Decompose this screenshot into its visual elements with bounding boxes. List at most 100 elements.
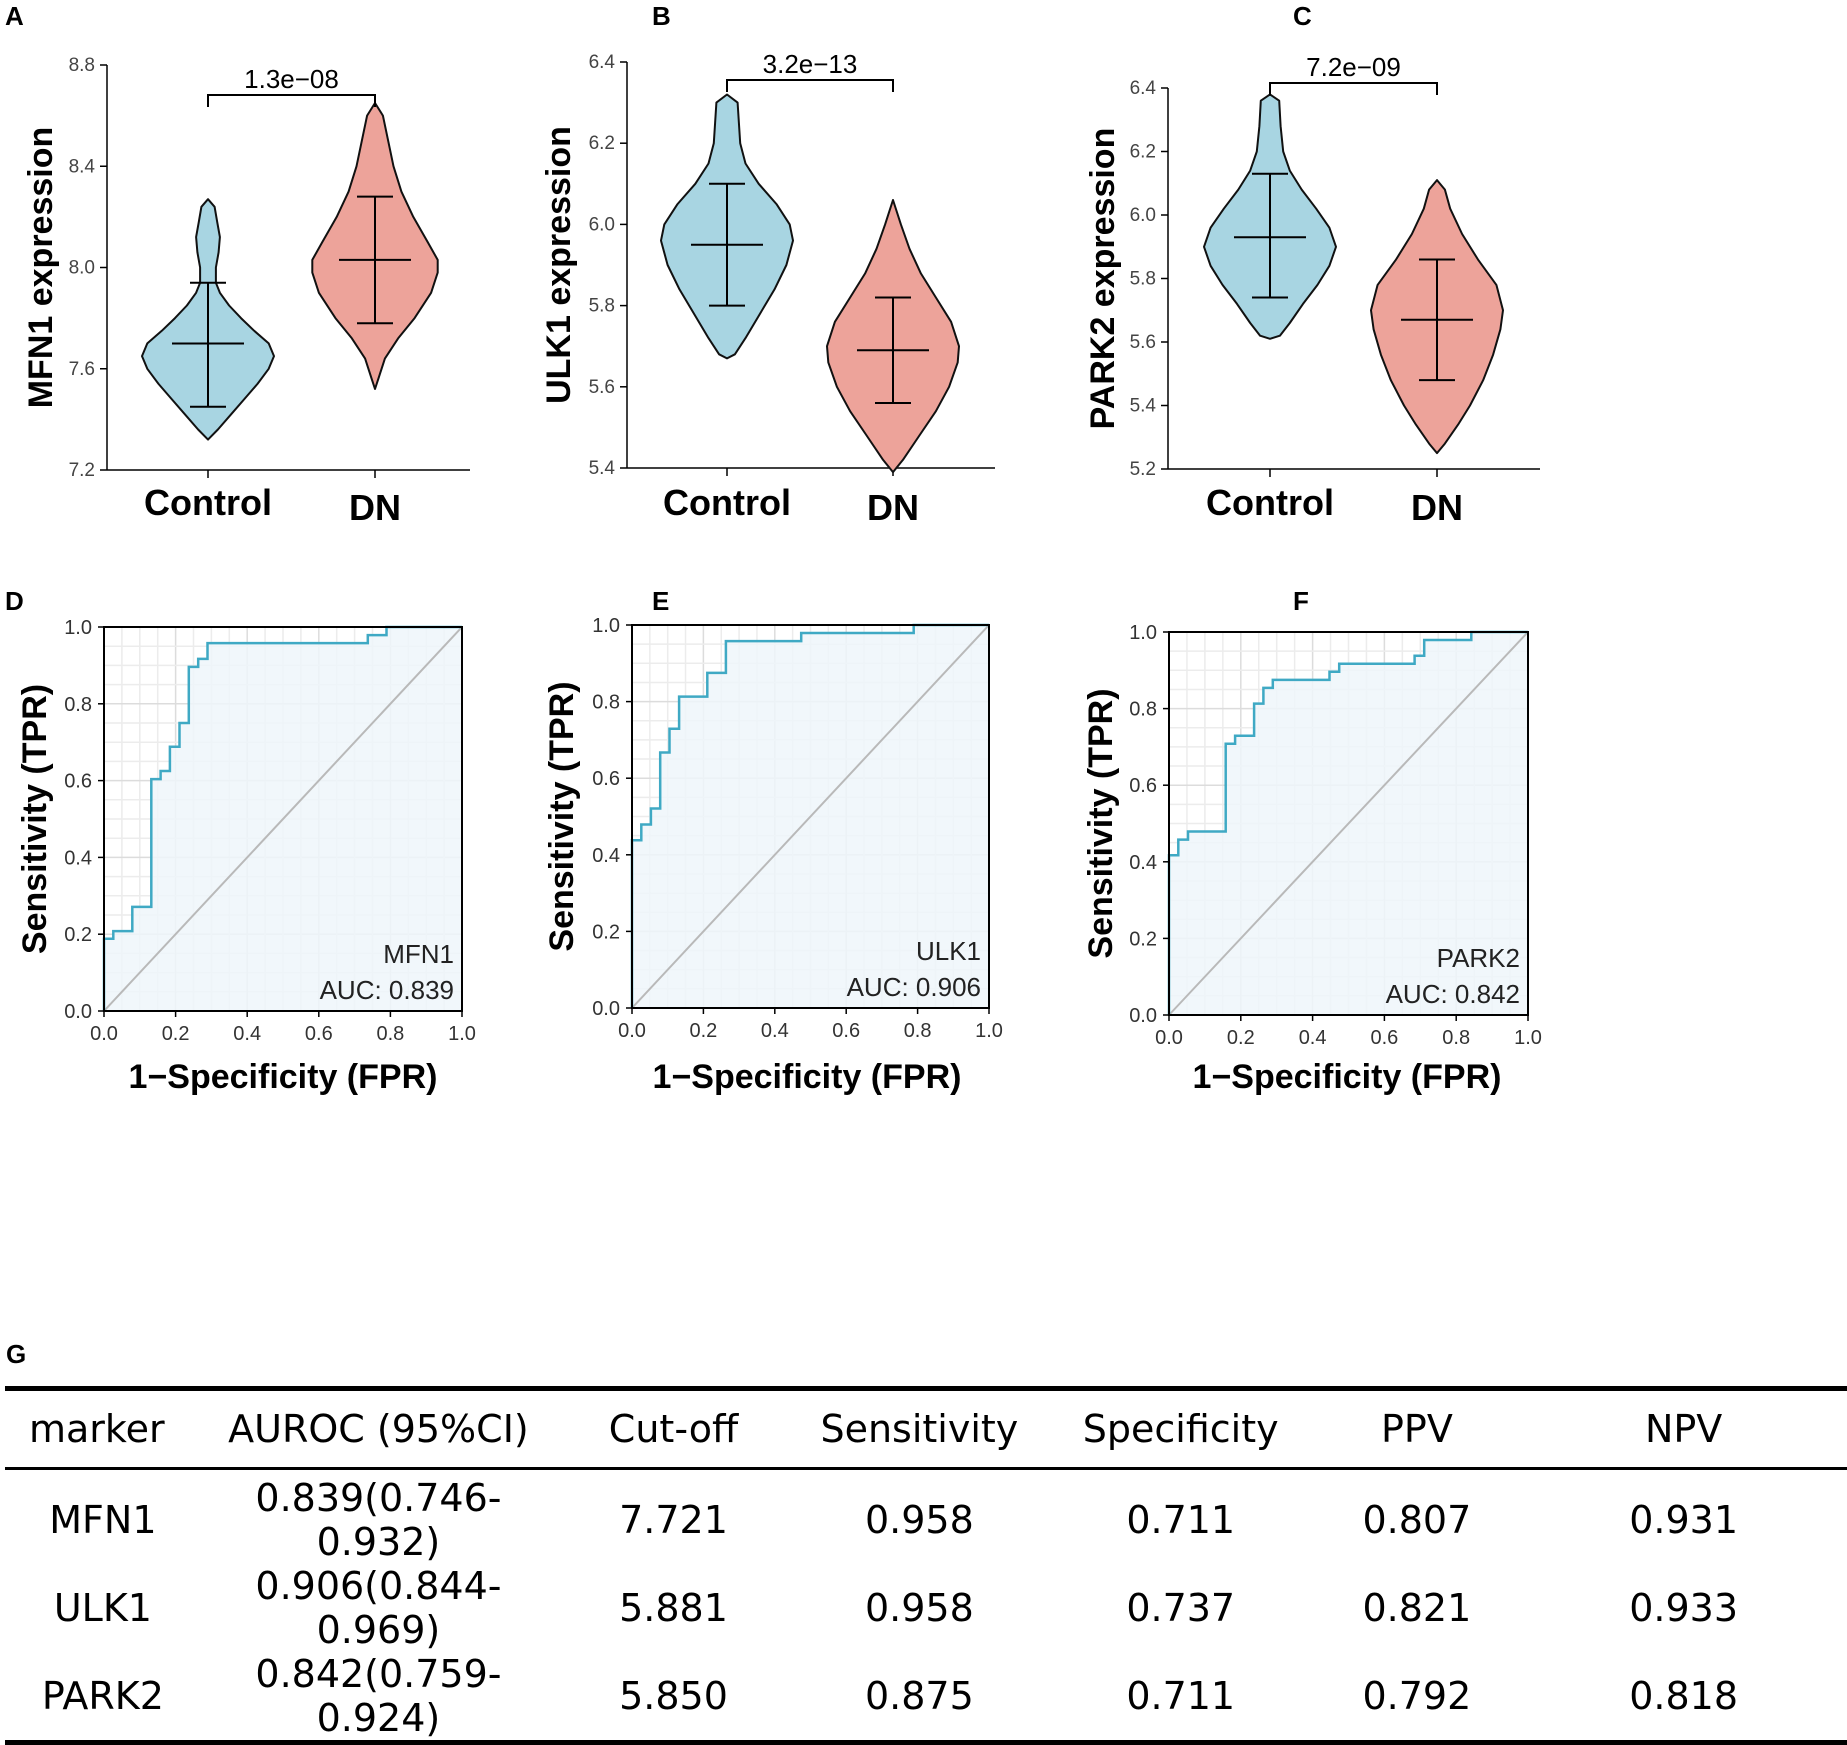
y-tick-label: 0.4 [64,847,92,869]
legend-auc: AUC: 0.842 [1386,979,1520,1009]
legend-auc: AUC: 0.839 [320,975,454,1005]
panel-letter: A [5,1,24,31]
x-axis-title: 1−Specificity (FPR) [653,1058,962,1096]
panel-letter: C [1293,1,1312,31]
plot-frame [103,626,463,1012]
y-tick-label: 5.6 [1130,332,1156,353]
table-row: PARK2 0.842(0.759-0.924) 5.850 0.875 0.7… [5,1652,1847,1743]
cell-specificity: 0.711 [1126,1498,1236,1542]
diagonal-reference-line [103,626,463,1012]
violin-panel-a: A 7.2 7.6 8.0 8.4 8.8 MFN1 expression Control DN… [5,1,470,528]
table-header-row: marker AUROC (95%CI) Cut-off Sensitivity… [5,1388,1847,1469]
x-tick-label: 1.0 [1514,1027,1542,1049]
y-tick-label: 7.2 [69,460,95,481]
significance-bracket [726,79,894,92]
legend-marker-name: MFN1 [383,939,454,969]
x-axis-title: 1−Specificity (FPR) [1193,1058,1502,1096]
y-tick-label: 6.4 [589,52,616,73]
y-tick-label: 0.4 [1129,852,1157,874]
y-tick-label: 1.0 [592,615,620,637]
roc-panel-f: F 0.00.0 0.2 0.2 0.4 0.4 0.6 0.6 0.8 0.8 1.0 1.0 PAR… [1082,586,1542,1096]
y-tick-label: 0.0 [64,1001,92,1023]
x-tick-label: 1.0 [448,1023,476,1045]
y-axis-title: Sensitivity (TPR) [543,681,581,951]
y-tick-label: 0.4 [592,845,620,867]
header-auroc: AUROC (95%CI) [228,1407,529,1451]
y-tick-label: 0.8 [1129,699,1157,721]
header-specificity: Specificity [1082,1407,1279,1451]
y-tick-label: 6.0 [1130,205,1156,226]
y-tick-label: 0.8 [592,692,620,714]
y-tick-label: 6.2 [1130,142,1156,163]
cell-auroc: 0.842(0.759-0.924) [255,1652,502,1740]
y-tick-label: 5.4 [1130,396,1157,417]
cell-ppv: 0.821 [1362,1586,1472,1630]
cell-cutoff: 7.721 [619,1498,728,1542]
y-tick-label: 5.8 [1130,269,1156,290]
y-tick-label: 8.4 [69,156,96,177]
panel-letter: D [5,586,24,616]
roc-curve [102,625,462,1011]
x-tick-label: 0.4 [1299,1027,1327,1049]
significance-bracket [207,94,376,107]
x-tick-label: 0.6 [1370,1027,1398,1049]
violin-panel-c: C 5.2 5.4 5.6 5.8 6.0 6.2 6.4 PARK2 expression Co… [1084,1,1540,528]
plot-frame [631,624,990,1009]
y-tick-label: 8.8 [69,55,95,76]
y-axis-title: MFN1 expression [22,127,60,409]
x-tick-label: 0.0 [618,1020,646,1042]
y-tick-label: 0.2 [64,924,92,946]
header-ppv: PPV [1380,1407,1453,1451]
plot-frame [1168,631,1529,1016]
category-label-control: Control [663,482,791,523]
y-axis-title: PARK2 expression [1084,128,1122,430]
panel-letter: E [652,586,669,616]
y-tick-label: 0.0 [1129,1005,1157,1027]
y-tick-label: 0.8 [64,694,92,716]
category-label-dn: DN [1411,487,1463,528]
table-row: MFN1 0.839(0.746-0.932) 7.721 0.958 0.71… [5,1469,1847,1564]
performance-table-panel: G marker AUROC (95%CI) Cut-off Sensitivi… [0,1325,1847,1743]
cell-marker: MFN1 [49,1498,157,1542]
performance-table: marker AUROC (95%CI) Cut-off Sensitivity… [5,1386,1847,1745]
cell-cutoff: 5.850 [619,1674,728,1718]
cell-npv: 0.931 [1629,1498,1739,1542]
y-tick-label: 0.0 [592,998,620,1020]
y-tick-label: 0.6 [64,771,92,793]
p-value-label: 1.3e−08 [244,64,339,94]
cell-auroc: 0.906(0.844-0.969) [255,1564,502,1652]
x-tick-label: 0.2 [1227,1027,1255,1049]
p-value-label: 7.2e−09 [1306,52,1401,82]
y-tick-label: 0.2 [1129,928,1157,950]
x-tick-label: 0.6 [305,1023,333,1045]
x-tick-label: 0.0 [90,1023,118,1045]
y-tick-label: 6.2 [589,133,615,154]
cell-npv: 0.933 [1629,1586,1739,1630]
y-tick-label: 8.0 [69,258,95,279]
y-tick-label: 7.6 [69,359,95,380]
legend-auc: AUC: 0.906 [847,972,981,1002]
cell-specificity: 0.711 [1126,1674,1236,1718]
cell-cutoff: 5.881 [619,1586,728,1630]
y-tick-label: 6.0 [589,214,615,235]
cell-marker: PARK2 [41,1674,164,1718]
roc-panel-e: E 0.00.0 0.2 0.2 0.4 0.4 0.6 0.6 0.8 0.8 1.0 1.0 ULK… [543,586,1003,1096]
y-axis-title: ULK1 expression [540,126,578,404]
x-axis-title: 1−Specificity (FPR) [129,1058,438,1096]
panel-letter: B [652,1,671,31]
legend-marker-name: PARK2 [1437,943,1520,973]
y-tick-label: 5.4 [589,458,616,479]
x-tick-label: 1.0 [975,1020,1003,1042]
roc-curve [630,623,989,1008]
y-tick-label: 0.2 [592,921,620,943]
cell-specificity: 0.737 [1126,1586,1236,1630]
category-label-dn: DN [867,487,919,528]
y-tick-label: 5.6 [589,377,615,398]
header-npv: NPV [1644,1407,1723,1451]
y-tick-label: 1.0 [64,617,92,639]
panel-letter-g: G [6,1339,27,1369]
cell-marker: ULK1 [53,1586,152,1630]
cell-ppv: 0.807 [1362,1498,1472,1542]
y-tick-label: 5.2 [1130,459,1156,480]
y-tick-label: 0.6 [1129,775,1157,797]
